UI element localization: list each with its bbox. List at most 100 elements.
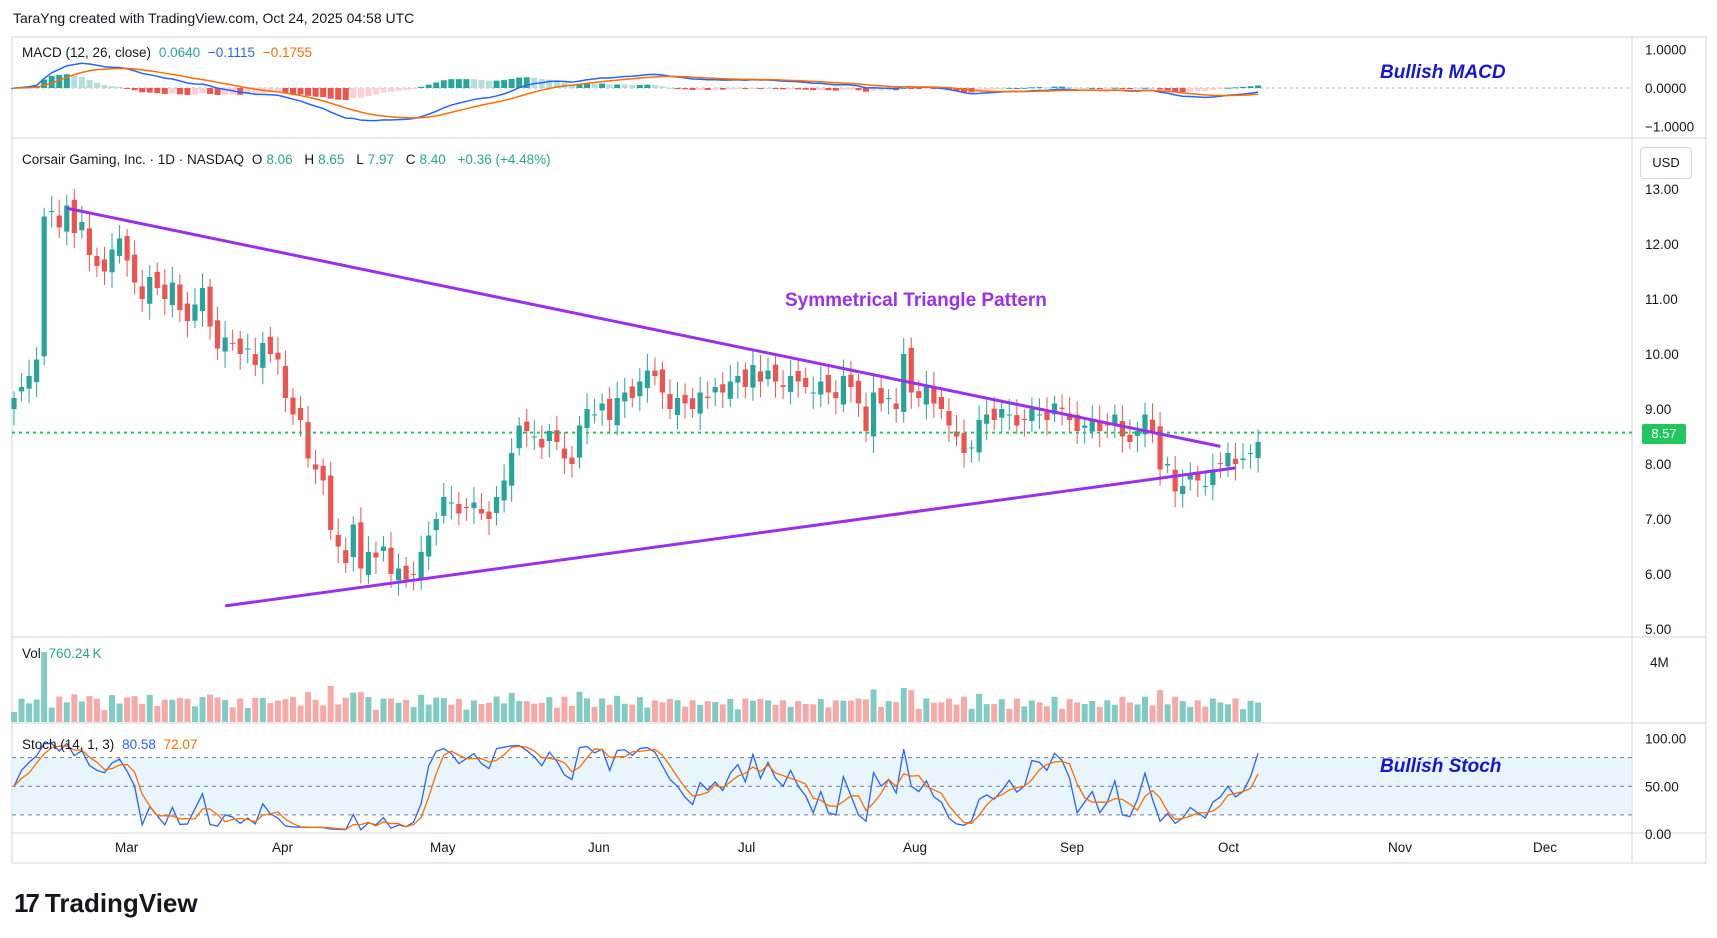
macd-histogram-bar	[11, 88, 17, 89]
candle-body	[79, 222, 85, 231]
macd-histogram-bar	[1051, 86, 1058, 88]
macd-histogram-bar	[478, 79, 485, 88]
macd-histogram-bar	[772, 88, 779, 89]
volume-bar	[1006, 708, 1013, 722]
volume-bar	[418, 694, 425, 722]
volume-bar	[1111, 704, 1118, 722]
candle-body	[742, 369, 748, 387]
candle-body	[637, 381, 643, 397]
volume-bar	[614, 695, 621, 722]
volume-axis-tick: 4M	[1650, 655, 1669, 670]
macd-histogram-bar	[863, 88, 870, 92]
volume-bar	[666, 698, 673, 722]
volume-bar	[712, 702, 719, 722]
stoch-legend-d: 72.07	[163, 737, 198, 752]
volume-bar	[915, 708, 922, 722]
volume-bar	[855, 698, 862, 722]
volume-bar	[765, 700, 771, 722]
candle-body	[501, 480, 507, 501]
macd-histogram-bar	[908, 88, 915, 89]
volume-bar	[1074, 702, 1081, 722]
candle-body	[1149, 419, 1156, 431]
volume-bar	[1202, 706, 1209, 722]
macd-histogram-bar	[1066, 87, 1073, 89]
candle-body	[493, 497, 500, 513]
macd-histogram-bar	[372, 88, 379, 95]
volume-bar	[320, 705, 327, 722]
macd-histogram-bar	[817, 88, 824, 90]
candle-body	[1074, 414, 1080, 431]
volume-bar	[109, 695, 116, 722]
candle-body	[192, 304, 198, 321]
macd-histogram-bar	[395, 88, 402, 91]
volume-bar	[139, 703, 146, 722]
macd-histogram-bar	[614, 84, 621, 88]
candle-body	[1036, 414, 1043, 416]
volume-bar	[305, 692, 312, 722]
candle-body	[539, 438, 545, 448]
volume-bar	[433, 697, 440, 722]
volume-bar	[1051, 696, 1058, 722]
macd-histogram-bar	[546, 79, 553, 88]
candle-body	[1006, 414, 1012, 416]
candle-body	[735, 376, 741, 383]
macd-histogram-bar	[523, 77, 530, 88]
macd-histogram-bar	[719, 88, 726, 90]
candle-body	[705, 396, 711, 398]
candle-body	[569, 457, 575, 464]
price-axis-tick: 8.00	[1645, 457, 1671, 472]
candle-body	[426, 535, 432, 557]
macd-histogram-bar	[320, 88, 327, 98]
macd-histogram-bar	[1202, 88, 1209, 92]
candle-body	[169, 282, 175, 306]
candle-body	[1082, 425, 1088, 428]
candle-body	[199, 288, 206, 312]
macd-histogram-bar	[327, 88, 334, 99]
volume-bar	[191, 706, 198, 722]
volume-bar	[538, 702, 545, 722]
candle-body	[1210, 469, 1216, 486]
candle-body	[1119, 421, 1125, 437]
volume-bar	[561, 696, 568, 722]
price-axis-tick: 10.00	[1645, 347, 1679, 362]
macd-pane	[11, 62, 1632, 122]
macd-histogram-bar	[124, 88, 131, 89]
volume-bar	[214, 697, 221, 722]
candle-body	[788, 376, 794, 392]
macd-histogram-bar	[666, 87, 673, 89]
currency-button[interactable]: USD	[1640, 147, 1692, 179]
volume-bar	[908, 690, 915, 722]
volume-bar	[493, 696, 500, 722]
volume-bar	[1232, 698, 1239, 722]
macd-histogram-bar	[1074, 87, 1081, 89]
candle-body	[953, 431, 960, 437]
macd-histogram-bar	[553, 80, 560, 88]
macd-legend-title: MACD (12, 26, close)	[22, 45, 152, 60]
candle-body	[478, 509, 485, 514]
macd-histogram-bar	[1021, 87, 1028, 89]
macd-histogram-bar	[433, 82, 440, 88]
volume-bar	[1028, 700, 1035, 722]
macd-histogram-bar	[146, 88, 153, 93]
macd-histogram-bar	[998, 88, 1005, 89]
volume-bar	[885, 701, 892, 722]
price-axis-tick: 7.00	[1645, 512, 1671, 527]
candle-body	[1059, 407, 1065, 409]
volume-bar	[727, 699, 734, 722]
volume-bar	[787, 706, 794, 722]
macd-histogram-bar	[847, 88, 854, 90]
macd-histogram-bar	[274, 88, 281, 92]
candle-body	[252, 354, 258, 365]
macd-histogram-bar	[712, 88, 719, 90]
candle-body	[750, 365, 756, 388]
macd-histogram-bar	[734, 88, 741, 89]
candle-body	[267, 336, 273, 354]
volume-bar	[719, 704, 726, 722]
macd-histogram-bar	[470, 79, 477, 88]
volume-bar	[1134, 704, 1141, 722]
tradingview-brand[interactable]: 17 TradingView	[14, 888, 198, 919]
macd-histogram-bar	[636, 84, 643, 88]
volume-bar	[938, 702, 945, 722]
bullish-macd-annotation: Bullish MACD	[1380, 62, 1506, 83]
